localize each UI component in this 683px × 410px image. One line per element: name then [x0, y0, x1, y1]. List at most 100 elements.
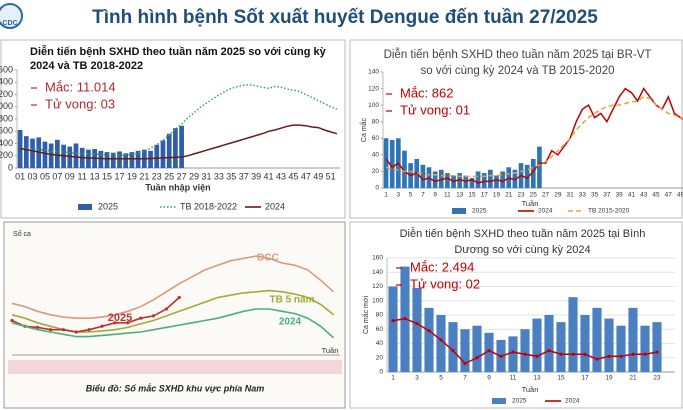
- x-tick-label: 17: [481, 192, 489, 199]
- bar: [110, 152, 116, 168]
- bar: [481, 173, 487, 188]
- y-tick-label: 80: [376, 312, 384, 319]
- y-tick-label: 160: [372, 255, 383, 262]
- marker: [151, 314, 156, 318]
- series-label: DCC: [257, 253, 279, 264]
- caption: Biểu đồ: Số mắc SXHD khu vực phía Nam: [86, 382, 264, 393]
- x-tick-label: 13: [90, 171, 100, 181]
- marker: [391, 319, 395, 323]
- x-tick-label: 35: [226, 171, 236, 181]
- bar: [173, 128, 178, 168]
- series-label: TB 5 năm: [269, 295, 314, 306]
- bar: [508, 336, 518, 372]
- x-tick-label: 23: [152, 171, 162, 181]
- x-tick-label: 29: [189, 171, 199, 181]
- bar: [494, 175, 499, 188]
- bar: [402, 150, 407, 188]
- bar: [640, 325, 650, 372]
- x-tick-label: 47: [665, 192, 673, 199]
- bar: [55, 139, 60, 168]
- annotation: Tử vong: 03: [45, 96, 115, 111]
- panel: [349, 39, 683, 219]
- bar: [438, 169, 444, 188]
- y-tick-label: 0: [375, 185, 379, 192]
- legend-swatch: [452, 208, 466, 214]
- annotation: Tử vong: 02: [410, 276, 480, 291]
- y-tick-label: 40: [372, 152, 380, 159]
- bar: [420, 164, 426, 188]
- bar: [23, 136, 29, 168]
- marker: [113, 321, 117, 325]
- y-tick-label: 60: [372, 135, 380, 142]
- bar: [530, 159, 536, 188]
- bar: [500, 171, 505, 188]
- bar: [424, 307, 434, 372]
- x-tick-label: 27: [177, 171, 187, 181]
- y-tick-label: 20: [372, 168, 380, 175]
- marker: [571, 352, 575, 356]
- x-axis-label: Tuần: [522, 199, 539, 208]
- marker: [48, 328, 53, 332]
- bar: [604, 318, 614, 372]
- x-tick-label: 1: [384, 192, 388, 199]
- x-tick-label: 3: [415, 375, 419, 382]
- x-tick-label: 21: [139, 171, 149, 181]
- x-tick-label: 49: [313, 171, 323, 181]
- panel: [3, 221, 346, 409]
- x-tick-label: 1: [391, 375, 395, 382]
- x-tick-label: 11: [510, 375, 517, 382]
- legend-label: 2024: [538, 208, 553, 215]
- bar: [432, 171, 438, 188]
- bar: [520, 329, 530, 372]
- marker: [499, 354, 503, 358]
- bar: [123, 153, 129, 168]
- bar: [436, 315, 446, 372]
- y-tick-label: 100: [368, 102, 379, 109]
- marker: [451, 349, 455, 353]
- x-tick-label: 45: [288, 171, 298, 181]
- line: [11, 308, 335, 339]
- bar: [98, 150, 104, 168]
- bar: [86, 149, 91, 168]
- x-tick-label: 19: [493, 192, 501, 199]
- bar: [48, 143, 54, 168]
- bar: [42, 141, 48, 168]
- x-tick-label: 7: [421, 192, 425, 199]
- x-tick-label: 5: [439, 375, 443, 382]
- x-tick-label: 51: [326, 171, 336, 181]
- bar: [556, 322, 566, 372]
- marker: [126, 321, 130, 325]
- x-tick-label: 33: [579, 192, 587, 199]
- bar: [179, 125, 184, 168]
- marker: [583, 352, 587, 356]
- x-tick-label: 19: [127, 171, 137, 181]
- marker: [655, 350, 659, 354]
- x-tick-label: 31: [201, 171, 211, 181]
- y-axis-label: Ca mắc mới: [361, 296, 370, 334]
- bar: [445, 173, 450, 188]
- bar: [616, 325, 626, 372]
- bar: [592, 307, 602, 372]
- x-tick-label: 21: [505, 192, 513, 199]
- x-tick-label: 09: [65, 171, 75, 181]
- x-tick-label: 41: [264, 171, 274, 181]
- legend-label: 2024: [565, 398, 580, 405]
- x-tick-label: 27: [542, 192, 550, 199]
- x-tick-label: 7: [463, 375, 467, 382]
- y-tick-label: 20: [376, 354, 384, 361]
- marker: [511, 350, 515, 354]
- chart-title: Diễn tiến bệnh SXHD theo tuần năm 2025 t…: [399, 228, 646, 256]
- x-tick-label: 05: [40, 171, 50, 181]
- marker: [595, 357, 599, 361]
- x-tick-label: 15: [468, 192, 476, 199]
- marker: [74, 330, 78, 334]
- x-tick-label: 43: [640, 192, 648, 199]
- annotation: Mắc: 2.494: [410, 259, 474, 274]
- x-tick-label: 25: [530, 192, 538, 199]
- panel: [349, 221, 683, 409]
- x-tick-label: 11: [444, 192, 451, 199]
- annotation: Tử vong: 01: [400, 102, 470, 117]
- bar: [166, 133, 172, 168]
- bar: [537, 146, 542, 188]
